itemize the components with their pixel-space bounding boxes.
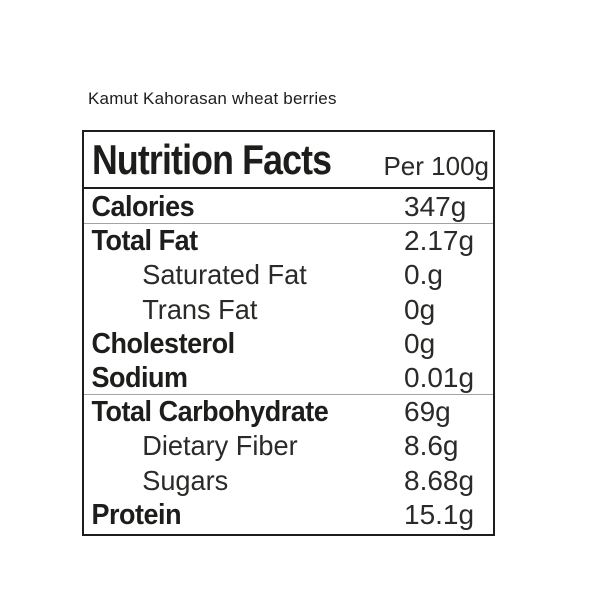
nutrient-name: Total Fat	[91, 225, 198, 258]
nutrient-value: 0.g	[404, 259, 443, 291]
product-title: Kamut Kahorasan wheat berries	[88, 89, 337, 108]
nutrient-value: 8.6g	[404, 430, 459, 462]
nutrient-row: Saturated Fat 0.g	[84, 258, 493, 292]
nutrient-name: Cholesterol	[91, 327, 235, 360]
nutrient-value: 69g	[404, 396, 451, 428]
nutrient-value: 15.1g	[404, 498, 475, 530]
nutrient-name: Saturated Fat	[142, 259, 307, 291]
nutrient-name: Total Carbohydrate	[91, 396, 329, 429]
nutrient-row: Dietary Fiber 8.6g	[84, 429, 493, 463]
nutrient-row: Sugars 8.68g	[84, 464, 493, 498]
nutrient-value: 0g	[404, 293, 436, 325]
nutrient-row: Total Fat 2.17g	[84, 224, 493, 258]
nutrient-name: Dietary Fiber	[142, 430, 298, 462]
nutrition-rows: Calories 347g Total Fat 2.17g Saturated Fa…	[84, 189, 493, 532]
nutrient-row: Trans Fat 0g	[84, 293, 493, 327]
nutrient-name: Trans Fat	[142, 293, 258, 325]
serving-size-text: Per 100g	[383, 151, 489, 181]
nutrient-value: 0g	[404, 327, 436, 359]
nutrient-row: Cholesterol 0g	[84, 327, 493, 361]
nutrient-value: 2.17g	[404, 225, 475, 257]
nutrient-value: 0.01g	[404, 361, 475, 393]
nutrition-facts-header: Nutrition Facts Per 100g	[84, 132, 493, 189]
nutrient-row: Calories 347g	[84, 190, 493, 225]
nutrient-row: Protein 15.1g	[84, 498, 493, 532]
nutrient-value: 8.68g	[404, 464, 475, 496]
nutrient-row: Total Carbohydrate 69g	[84, 395, 493, 429]
nutrient-row: Sodium 0.01g	[84, 361, 493, 396]
nutrition-facts-title: Nutrition Facts	[92, 136, 332, 183]
nutrient-name: Calories	[91, 191, 195, 223]
nutrient-name: Protein	[91, 498, 182, 531]
nutrition-facts-box: Nutrition Facts Per 100g Calories 347g To…	[82, 130, 495, 536]
nutrient-value: 347g	[404, 191, 467, 222]
nutrient-name: Sugars	[142, 464, 229, 496]
nutrient-name: Sodium	[91, 361, 188, 394]
